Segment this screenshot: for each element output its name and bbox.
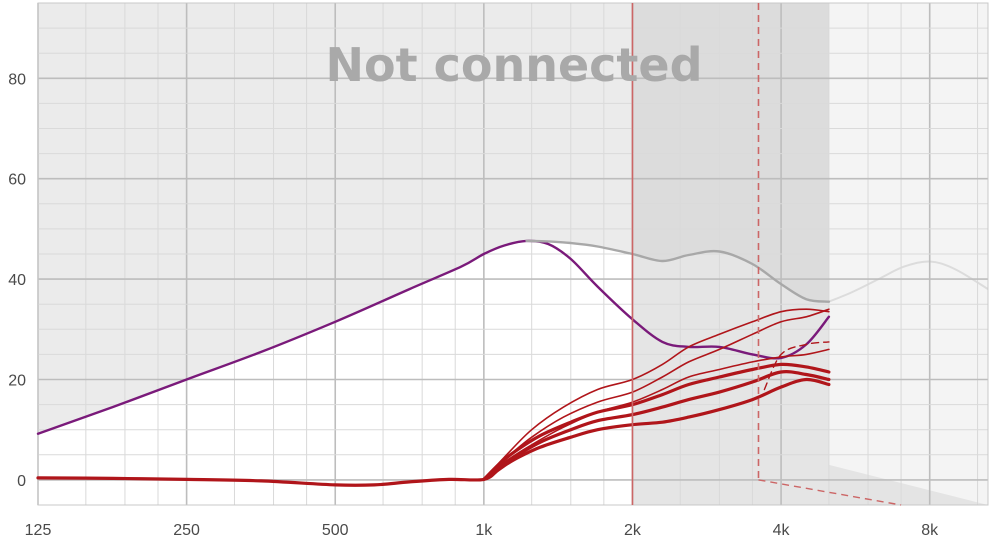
- series-line-5: [483, 348, 830, 481]
- x-tick-label: 2k: [624, 522, 642, 539]
- series-line-6: [483, 308, 830, 481]
- not-connected-status: Not connected: [325, 38, 702, 92]
- x-tick-label: 8k: [921, 522, 939, 539]
- x-tick-label: 500: [322, 522, 349, 539]
- frequency-markers: [631, 3, 902, 506]
- series-line-2: [36, 377, 831, 487]
- series-line-1: [525, 239, 831, 303]
- tick-labels: 0 20 40 60 80 125 250 500 1k 2k 4k 8k: [8, 71, 939, 539]
- plot-border: [37, 2, 989, 506]
- y-tick-label: 20: [8, 373, 26, 390]
- x-tick-label: 250: [173, 522, 200, 539]
- series-line-8: [763, 341, 830, 391]
- faded-wedge: [828, 464, 988, 505]
- y-tick-label: 0: [17, 473, 26, 490]
- x-tick-label: 125: [25, 522, 52, 539]
- y-tick-label: 60: [8, 172, 26, 189]
- faded-curve: [828, 260, 989, 303]
- series-line-3: [482, 370, 831, 481]
- y-tick-label: 40: [8, 272, 26, 289]
- marker-line-dashed-tail: [758, 479, 902, 506]
- x-tick-label: 1k: [475, 522, 493, 539]
- x-tick-label: 4k: [773, 522, 791, 539]
- series-lines: [36, 239, 831, 487]
- grid-lines: [37, 2, 989, 506]
- series-line-7: [483, 308, 830, 481]
- y-tick-label: 80: [8, 71, 26, 88]
